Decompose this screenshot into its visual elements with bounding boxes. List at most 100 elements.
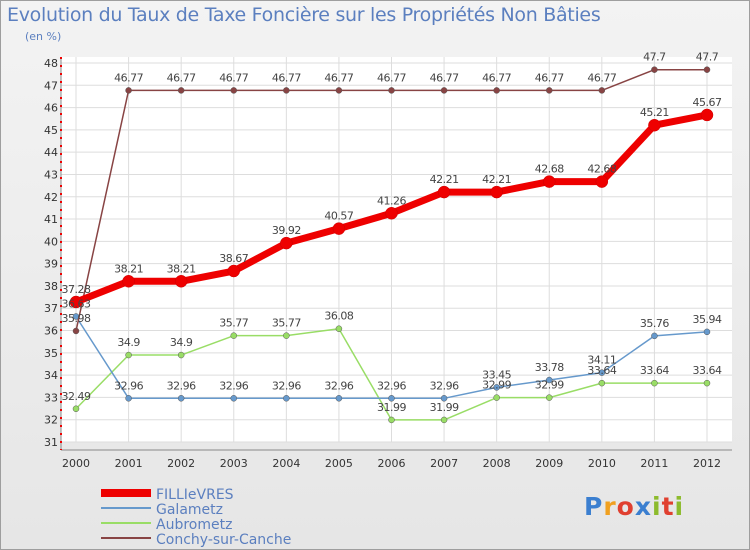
data-point bbox=[283, 332, 290, 339]
x-tick-label: 2003 bbox=[220, 457, 248, 470]
data-label: 32.96 bbox=[167, 379, 196, 392]
data-label: 32.96 bbox=[430, 379, 459, 392]
data-point bbox=[69, 295, 83, 309]
data-point bbox=[437, 185, 451, 199]
proxiti-logo: Proxiti bbox=[584, 492, 684, 521]
data-label: 32.96 bbox=[219, 379, 248, 392]
chart-title: Evolution du Taux de Taxe Foncière sur l… bbox=[7, 4, 601, 26]
logo-letter: i bbox=[652, 492, 662, 521]
data-label: 35.76 bbox=[640, 317, 669, 330]
y-tick-label: 37 bbox=[44, 302, 58, 315]
y-tick-label: 39 bbox=[44, 258, 58, 271]
data-point bbox=[125, 87, 132, 94]
data-point bbox=[230, 87, 237, 94]
data-point bbox=[388, 395, 395, 402]
data-point bbox=[230, 395, 237, 402]
chart-subtitle: (en %) bbox=[25, 30, 62, 43]
x-tick-label: 2001 bbox=[115, 457, 143, 470]
data-point bbox=[332, 222, 346, 235]
data-label: 46.77 bbox=[535, 71, 564, 84]
data-point bbox=[125, 395, 132, 402]
x-tick-label: 2009 bbox=[535, 457, 563, 470]
x-tick-label: 2000 bbox=[62, 457, 90, 470]
data-label: 34.9 bbox=[117, 336, 140, 349]
y-tick-label: 44 bbox=[44, 146, 58, 159]
y-tick-label: 32 bbox=[44, 414, 58, 427]
data-label: 34.9 bbox=[170, 336, 193, 349]
data-label: 46.77 bbox=[482, 71, 511, 84]
data-point bbox=[703, 66, 711, 73]
legend-label: Galametz bbox=[156, 502, 223, 518]
data-label: 33.78 bbox=[535, 361, 564, 374]
data-label: 32.96 bbox=[272, 379, 301, 392]
data-point bbox=[598, 369, 606, 376]
logo-letter: P bbox=[584, 492, 604, 521]
y-tick-label: 36 bbox=[44, 325, 58, 338]
data-point bbox=[700, 108, 714, 122]
data-label: 42.21 bbox=[482, 173, 511, 186]
logo-letter: i bbox=[674, 492, 685, 521]
y-tick-label: 35 bbox=[44, 347, 58, 360]
data-point bbox=[440, 87, 448, 94]
data-label: 47.7 bbox=[696, 51, 719, 64]
legend-label: Aubrometz bbox=[156, 517, 232, 533]
data-point bbox=[648, 118, 661, 132]
data-label: 46.77 bbox=[430, 71, 459, 84]
data-point bbox=[177, 395, 185, 402]
logo-letter: x bbox=[634, 492, 652, 521]
data-point bbox=[703, 379, 711, 387]
data-point bbox=[543, 175, 556, 188]
data-point bbox=[440, 395, 448, 402]
legend-label: Conchy-sur-Canche bbox=[156, 532, 291, 548]
data-label: 33.64 bbox=[693, 364, 722, 377]
data-label: 32.96 bbox=[114, 379, 143, 392]
data-point bbox=[651, 66, 658, 73]
data-label: 46.77 bbox=[114, 71, 143, 84]
data-label: 46.77 bbox=[167, 71, 196, 84]
plot-area bbox=[61, 57, 732, 442]
data-label: 46.77 bbox=[377, 71, 406, 84]
data-label: 32.96 bbox=[324, 379, 353, 392]
data-label: 38.67 bbox=[219, 252, 248, 265]
x-tick-label: 2007 bbox=[430, 457, 458, 470]
y-tick-label: 38 bbox=[44, 280, 58, 293]
data-point bbox=[595, 175, 609, 188]
data-point bbox=[388, 416, 395, 424]
data-label: 35.94 bbox=[693, 313, 722, 326]
data-point bbox=[493, 384, 500, 391]
y-tick-label: 33 bbox=[44, 391, 58, 404]
y-tick-label: 46 bbox=[44, 102, 58, 115]
x-tick-label: 2006 bbox=[378, 457, 406, 470]
data-label: 33.64 bbox=[587, 364, 616, 377]
x-tick-label: 2004 bbox=[272, 457, 300, 470]
data-point bbox=[651, 332, 658, 340]
data-label: 38.21 bbox=[114, 262, 143, 275]
data-label: 40.57 bbox=[324, 210, 353, 223]
data-label: 32.96 bbox=[377, 379, 406, 392]
x-tick-label: 2005 bbox=[325, 457, 353, 470]
y-tick-label: 48 bbox=[44, 57, 58, 70]
data-label: 41.26 bbox=[377, 194, 406, 207]
data-label: 31.99 bbox=[430, 401, 459, 414]
y-tick-label: 43 bbox=[44, 168, 58, 181]
x-tick-label: 2002 bbox=[167, 457, 195, 470]
data-point bbox=[493, 394, 500, 401]
data-point bbox=[72, 405, 80, 413]
data-point bbox=[335, 87, 343, 94]
data-point bbox=[335, 325, 343, 332]
data-label: 45.21 bbox=[640, 106, 669, 119]
data-point bbox=[385, 207, 398, 220]
data-point bbox=[703, 328, 711, 336]
data-label: 46.77 bbox=[587, 71, 616, 84]
data-label: 34.11 bbox=[587, 354, 616, 367]
data-label: 32.99 bbox=[482, 379, 511, 392]
data-label: 45.67 bbox=[693, 96, 722, 109]
data-label: 38.21 bbox=[167, 262, 196, 275]
data-point bbox=[490, 185, 503, 199]
data-label: 32.49 bbox=[62, 390, 91, 403]
data-point bbox=[72, 327, 80, 335]
data-point bbox=[598, 87, 606, 94]
y-tick-label: 40 bbox=[44, 235, 58, 248]
